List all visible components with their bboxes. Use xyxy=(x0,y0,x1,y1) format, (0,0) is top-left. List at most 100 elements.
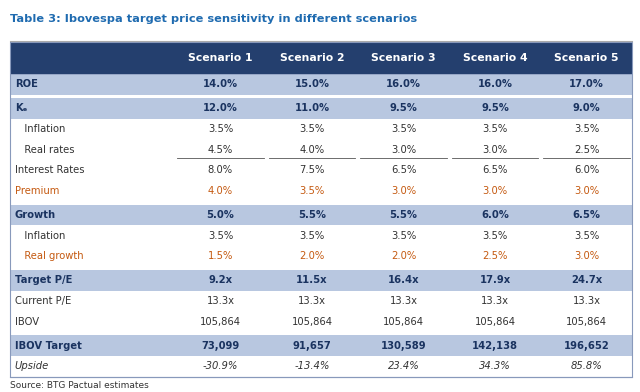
Text: 9.5%: 9.5% xyxy=(390,103,417,113)
Bar xyxy=(175,246,266,267)
Text: 24.7x: 24.7x xyxy=(571,275,602,285)
Bar xyxy=(449,246,541,267)
Text: 3.5%: 3.5% xyxy=(391,124,416,134)
Text: Kₑ: Kₑ xyxy=(15,103,27,113)
Bar xyxy=(541,290,632,311)
Bar xyxy=(266,246,358,267)
Text: 5.5%: 5.5% xyxy=(298,210,326,220)
Text: 3.5%: 3.5% xyxy=(483,124,508,134)
Bar xyxy=(449,42,541,74)
Text: Real rates: Real rates xyxy=(15,145,74,154)
Bar xyxy=(266,205,358,225)
Bar xyxy=(358,74,449,94)
Bar xyxy=(358,270,449,290)
Bar xyxy=(175,160,266,180)
Bar xyxy=(541,270,632,290)
Text: Interest Rates: Interest Rates xyxy=(15,165,84,175)
Text: 4.5%: 4.5% xyxy=(208,145,233,154)
Text: 3.5%: 3.5% xyxy=(208,230,233,241)
Bar xyxy=(449,225,541,246)
Text: 6.5%: 6.5% xyxy=(391,165,416,175)
Bar xyxy=(541,246,632,267)
Text: 16.0%: 16.0% xyxy=(477,79,513,89)
Bar xyxy=(541,160,632,180)
Bar xyxy=(10,267,632,270)
Bar xyxy=(10,201,632,205)
Bar xyxy=(541,42,632,74)
Bar xyxy=(175,225,266,246)
Text: IBOV: IBOV xyxy=(15,316,39,327)
Text: 34.3%: 34.3% xyxy=(479,361,511,371)
Text: 2.5%: 2.5% xyxy=(574,145,599,154)
Text: 16.4x: 16.4x xyxy=(388,275,419,285)
Bar xyxy=(449,356,541,377)
Text: 13.3x: 13.3x xyxy=(390,296,417,306)
Text: 9.5%: 9.5% xyxy=(481,103,509,113)
Bar xyxy=(266,74,358,94)
Bar xyxy=(449,160,541,180)
Bar xyxy=(10,335,175,356)
Text: 3.0%: 3.0% xyxy=(391,145,416,154)
Bar xyxy=(449,290,541,311)
Text: 4.0%: 4.0% xyxy=(208,186,233,196)
Bar xyxy=(175,335,266,356)
Bar xyxy=(358,180,449,201)
Bar xyxy=(266,139,358,160)
Text: -13.4%: -13.4% xyxy=(294,361,330,371)
Bar xyxy=(175,98,266,119)
Text: 142,138: 142,138 xyxy=(472,341,518,351)
Bar xyxy=(266,311,358,332)
Text: 17.9x: 17.9x xyxy=(479,275,511,285)
Bar xyxy=(358,246,449,267)
Text: 15.0%: 15.0% xyxy=(294,79,330,89)
Text: 5.0%: 5.0% xyxy=(207,210,234,220)
Bar xyxy=(10,270,175,290)
Bar xyxy=(541,139,632,160)
Bar xyxy=(10,246,175,267)
Text: 3.0%: 3.0% xyxy=(483,186,508,196)
Text: 7.5%: 7.5% xyxy=(300,165,324,175)
Text: 6.0%: 6.0% xyxy=(574,165,599,175)
Text: Scenario 4: Scenario 4 xyxy=(463,53,527,63)
Text: 16.0%: 16.0% xyxy=(386,79,421,89)
Bar xyxy=(358,311,449,332)
Text: 23.4%: 23.4% xyxy=(388,361,419,371)
Text: 6.0%: 6.0% xyxy=(481,210,509,220)
Text: Inflation: Inflation xyxy=(15,230,65,241)
Bar xyxy=(358,119,449,139)
Bar xyxy=(358,98,449,119)
Bar xyxy=(449,311,541,332)
Text: 11.0%: 11.0% xyxy=(294,103,330,113)
Bar xyxy=(10,119,175,139)
Text: 9.2x: 9.2x xyxy=(209,275,232,285)
Bar xyxy=(541,335,632,356)
Text: 3.5%: 3.5% xyxy=(208,124,233,134)
Bar xyxy=(10,290,175,311)
Text: Table 3: Ibovespa target price sensitivity in different scenarios: Table 3: Ibovespa target price sensitivi… xyxy=(10,14,417,24)
Bar xyxy=(266,290,358,311)
Bar xyxy=(10,74,175,94)
Text: 3.0%: 3.0% xyxy=(483,145,508,154)
Bar xyxy=(449,205,541,225)
Text: Scenario 3: Scenario 3 xyxy=(371,53,436,63)
Text: 105,864: 105,864 xyxy=(200,316,241,327)
Text: 196,652: 196,652 xyxy=(564,341,609,351)
Bar xyxy=(10,311,175,332)
Text: -30.9%: -30.9% xyxy=(203,361,238,371)
Text: 6.5%: 6.5% xyxy=(573,210,600,220)
Bar xyxy=(10,42,632,377)
Text: ROE: ROE xyxy=(15,79,38,89)
Bar xyxy=(541,119,632,139)
Bar xyxy=(175,180,266,201)
Bar xyxy=(541,311,632,332)
Bar xyxy=(175,205,266,225)
Bar xyxy=(175,139,266,160)
Bar xyxy=(266,119,358,139)
Text: 3.0%: 3.0% xyxy=(574,186,599,196)
Bar xyxy=(541,98,632,119)
Bar xyxy=(266,335,358,356)
Text: 3.5%: 3.5% xyxy=(391,230,416,241)
Text: Premium: Premium xyxy=(15,186,59,196)
Bar xyxy=(541,356,632,377)
Text: 9.0%: 9.0% xyxy=(573,103,600,113)
